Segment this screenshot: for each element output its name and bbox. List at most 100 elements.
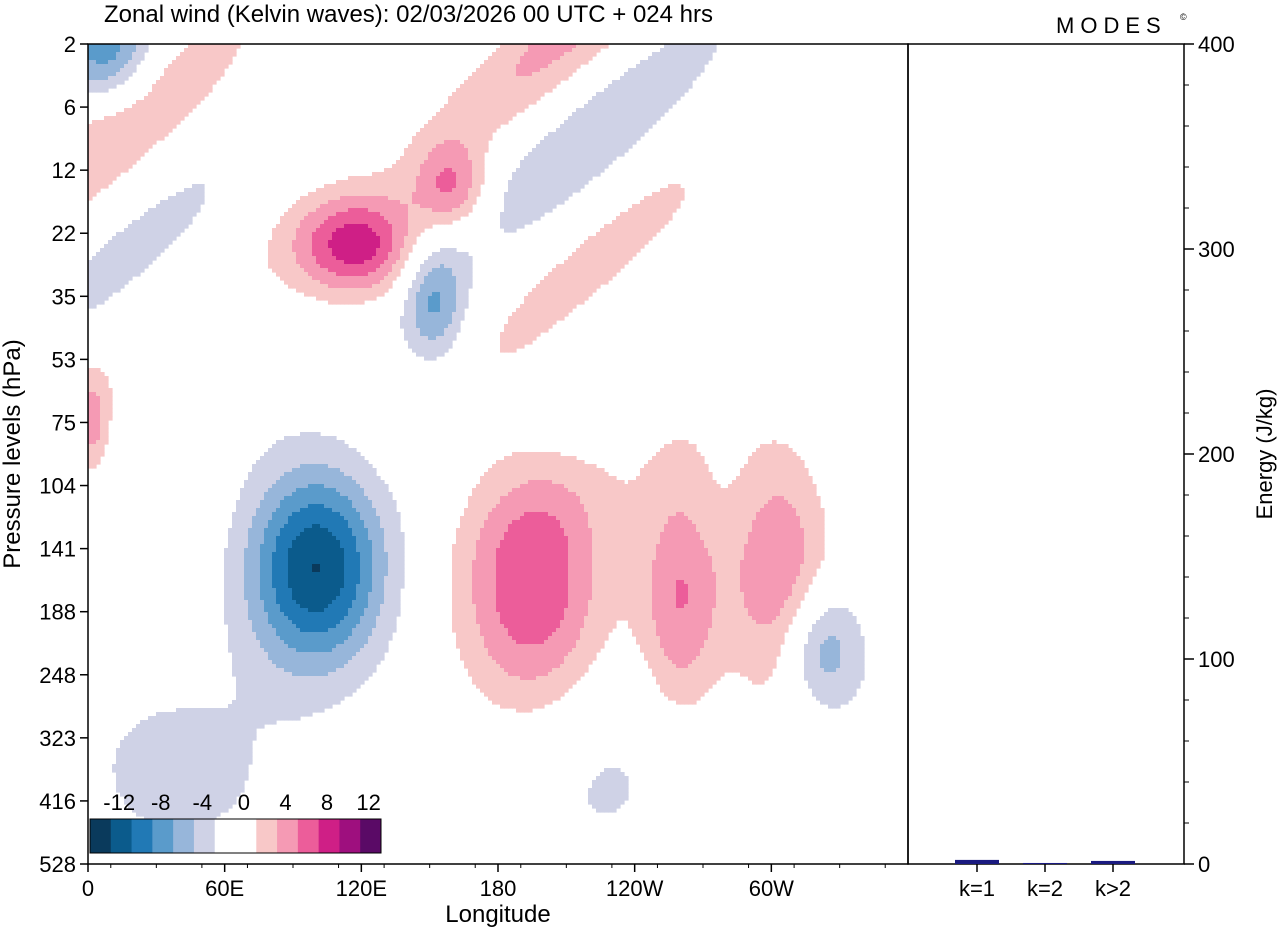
field-cell — [652, 196, 657, 201]
field-cell — [400, 260, 405, 265]
field-cell — [556, 140, 561, 145]
field-cell — [120, 244, 125, 249]
field-cell — [360, 180, 365, 185]
field-cell — [408, 232, 413, 237]
field-cell — [92, 440, 97, 445]
field-cell — [268, 252, 273, 257]
field-cell — [548, 280, 553, 285]
field-cell — [164, 208, 169, 213]
field-cell — [500, 112, 505, 117]
field-cell — [436, 192, 441, 197]
field-cell — [132, 44, 137, 49]
field-cell — [188, 104, 193, 109]
field-cell — [384, 272, 389, 277]
field-cell — [320, 224, 325, 229]
field-cell — [540, 324, 545, 329]
field-cell — [140, 128, 145, 133]
field-cell — [408, 216, 413, 221]
field-cell — [112, 64, 117, 69]
field-cell — [104, 60, 109, 65]
field-cell — [384, 248, 389, 253]
field-cell — [88, 80, 93, 85]
field-cell — [388, 268, 393, 273]
field-cell — [192, 84, 197, 89]
field-cell — [448, 200, 453, 205]
field-cell — [584, 164, 589, 169]
field-cell — [180, 204, 185, 209]
field-cell — [348, 212, 353, 217]
field-cell — [100, 372, 105, 377]
field-cell — [292, 212, 297, 217]
field-cell — [420, 176, 425, 181]
field-cell — [520, 52, 525, 57]
field-cell — [512, 88, 517, 93]
field-cell — [372, 232, 377, 237]
field-cell — [540, 176, 545, 181]
field-cell — [192, 92, 197, 97]
field-cell — [184, 52, 189, 57]
field-cell — [572, 276, 577, 281]
field-cell — [584, 176, 589, 181]
field-cell — [472, 164, 477, 169]
field-cell — [356, 176, 361, 181]
field-cell — [604, 44, 609, 49]
field-cell — [160, 236, 165, 241]
field-cell — [560, 288, 565, 293]
field-cell — [396, 248, 401, 253]
field-cell — [456, 92, 461, 97]
field-cell — [152, 132, 157, 137]
field-cell — [508, 72, 513, 77]
field-cell — [508, 324, 513, 329]
field-cell — [152, 84, 157, 89]
field-cell — [316, 456, 321, 461]
field-cell — [656, 60, 661, 65]
field-cell — [164, 120, 169, 125]
field-cell — [624, 80, 629, 85]
field-cell — [564, 64, 569, 69]
field-cell — [352, 236, 357, 241]
field-cell — [328, 272, 333, 277]
field-cell — [452, 316, 457, 321]
field-cell — [460, 276, 465, 281]
field-cell — [576, 168, 581, 173]
field-cell — [436, 300, 441, 305]
field-cell — [636, 100, 641, 105]
field-cell — [344, 228, 349, 233]
field-cell — [388, 272, 393, 277]
field-cell — [440, 176, 445, 181]
field-cell — [552, 188, 557, 193]
field-cell — [564, 184, 569, 189]
field-cell — [328, 292, 333, 297]
field-cell — [404, 312, 409, 317]
field-cell — [100, 292, 105, 297]
field-cell — [592, 96, 597, 101]
field-cell — [620, 112, 625, 117]
field-cell — [152, 128, 157, 133]
field-cell — [544, 68, 549, 73]
field-cell — [104, 256, 109, 261]
field-cell — [508, 88, 513, 93]
field-cell — [508, 84, 513, 89]
field-cell — [596, 112, 601, 117]
field-cell — [616, 244, 621, 249]
field-cell — [116, 44, 121, 49]
field-cell — [692, 68, 697, 73]
field-cell — [120, 272, 125, 277]
field-cell — [408, 296, 413, 301]
field-cell — [144, 136, 149, 141]
field-cell — [532, 168, 537, 173]
field-cell — [684, 68, 689, 73]
field-cell — [604, 272, 609, 277]
field-cell — [420, 304, 425, 309]
field-cell — [396, 200, 401, 205]
field-cell — [460, 188, 465, 193]
field-cell — [580, 108, 585, 113]
field-cell — [124, 128, 129, 133]
field-cell — [544, 296, 549, 301]
field-cell — [516, 196, 521, 201]
field-cell — [500, 340, 505, 345]
field-cell — [524, 180, 529, 185]
field-cell — [428, 256, 433, 261]
field-cell — [280, 272, 285, 277]
field-cell — [364, 268, 369, 273]
